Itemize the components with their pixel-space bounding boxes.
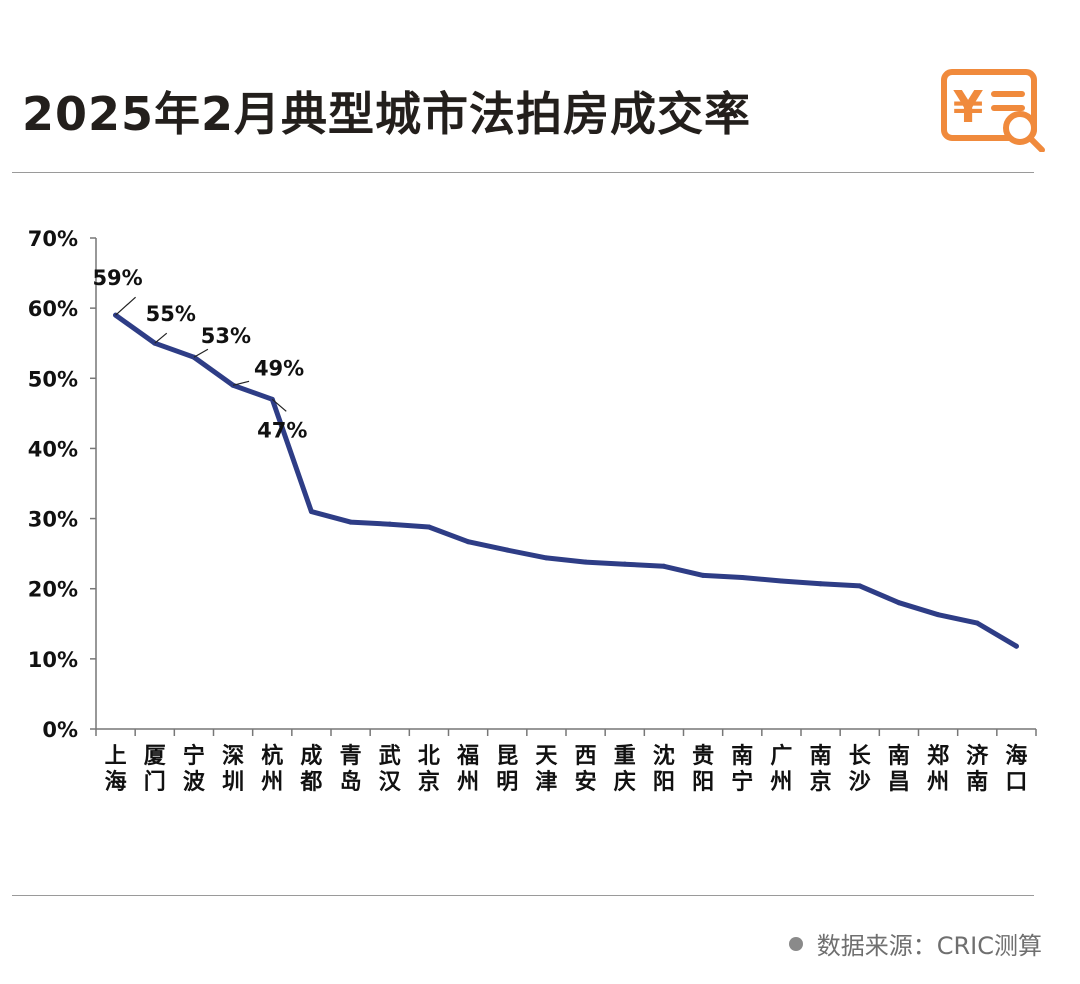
x-category-label: 贵阳 bbox=[692, 744, 714, 795]
data-point bbox=[583, 559, 589, 565]
data-point bbox=[818, 581, 824, 587]
y-tick-label: 30% bbox=[28, 508, 78, 532]
data-point bbox=[896, 600, 902, 606]
data-point bbox=[661, 563, 667, 569]
x-category-label: 南昌 bbox=[888, 744, 910, 795]
yuan-receipt-search-icon: ¥ bbox=[941, 69, 1045, 152]
data-point bbox=[700, 572, 706, 578]
data-point bbox=[426, 524, 432, 530]
x-category-label: 厦门 bbox=[144, 744, 166, 795]
x-category-label: 宁波 bbox=[183, 743, 206, 795]
x-category-label: 南宁 bbox=[731, 744, 753, 795]
line-chart: 0% 10% 20% 30% 40% 50% 60% 70% 上海厦门宁波深圳杭州成都青岛武汉北… bbox=[28, 227, 1037, 795]
x-category-label: 昆明 bbox=[496, 744, 518, 795]
x-category-label: 南京 bbox=[810, 744, 832, 795]
x-category-label: 重庆 bbox=[614, 744, 636, 795]
x-category-label: 广州 bbox=[770, 743, 792, 795]
x-category-label: 杭州 bbox=[261, 743, 283, 795]
header-divider bbox=[12, 172, 1034, 173]
y-tick-label: 20% bbox=[28, 578, 78, 602]
data-point bbox=[465, 539, 471, 545]
data-point bbox=[935, 612, 941, 618]
data-point bbox=[739, 574, 745, 580]
data-label-leader bbox=[232, 380, 250, 386]
data-label: 53% bbox=[201, 324, 251, 348]
data-point bbox=[622, 561, 628, 567]
data-label-leader bbox=[271, 398, 287, 412]
svg-text:¥: ¥ bbox=[953, 82, 984, 133]
x-category-label: 北京 bbox=[418, 744, 440, 795]
x-category-label: 济南 bbox=[966, 743, 989, 795]
data-point bbox=[974, 620, 980, 626]
data-label: 47% bbox=[257, 418, 307, 442]
x-category-label: 郑州 bbox=[927, 744, 949, 795]
x-category-label: 福州 bbox=[456, 744, 479, 795]
source-note: 数据来源：CRIC测算 bbox=[788, 926, 1042, 961]
chart-title: 2025年2月典型城市法拍房成交率 bbox=[22, 87, 752, 141]
data-point bbox=[543, 555, 549, 561]
data-label: 49% bbox=[254, 356, 304, 380]
series-line bbox=[113, 312, 1019, 649]
footer-divider bbox=[12, 895, 1034, 896]
x-category-label: 成都 bbox=[299, 744, 322, 795]
y-tick-label: 60% bbox=[28, 297, 78, 321]
y-tick-label: 70% bbox=[28, 227, 78, 251]
y-tick-label: 40% bbox=[28, 437, 78, 461]
x-category-label: 长沙 bbox=[849, 744, 872, 795]
x-category-label: 深圳 bbox=[222, 744, 244, 795]
x-category-label: 海口 bbox=[1005, 743, 1027, 795]
data-point bbox=[387, 521, 393, 527]
y-tick-label: 10% bbox=[28, 648, 78, 672]
source-text: 数据来源：CRIC测算 bbox=[816, 932, 1042, 960]
data-label: 55% bbox=[146, 302, 196, 326]
data-point bbox=[857, 583, 863, 589]
x-category-label: 西安 bbox=[575, 744, 597, 795]
data-point bbox=[348, 519, 354, 525]
bullet-dot-icon bbox=[788, 937, 803, 951]
y-tick-label: 50% bbox=[28, 367, 78, 391]
x-category-label: 上海 bbox=[105, 744, 127, 795]
data-point bbox=[778, 578, 784, 584]
x-category-label: 沈阳 bbox=[653, 744, 675, 795]
x-category-label: 青岛 bbox=[340, 744, 362, 795]
data-point bbox=[308, 509, 314, 515]
data-label-leader bbox=[193, 348, 209, 358]
data-label-leader bbox=[115, 296, 136, 316]
data-point bbox=[504, 547, 510, 553]
data-point bbox=[1013, 643, 1019, 649]
data-label: 59% bbox=[92, 266, 142, 290]
data-label-leader bbox=[154, 332, 168, 344]
y-tick-label: 0% bbox=[42, 718, 78, 742]
x-category-label: 天津 bbox=[535, 744, 558, 795]
x-category-label: 武汉 bbox=[379, 744, 402, 795]
